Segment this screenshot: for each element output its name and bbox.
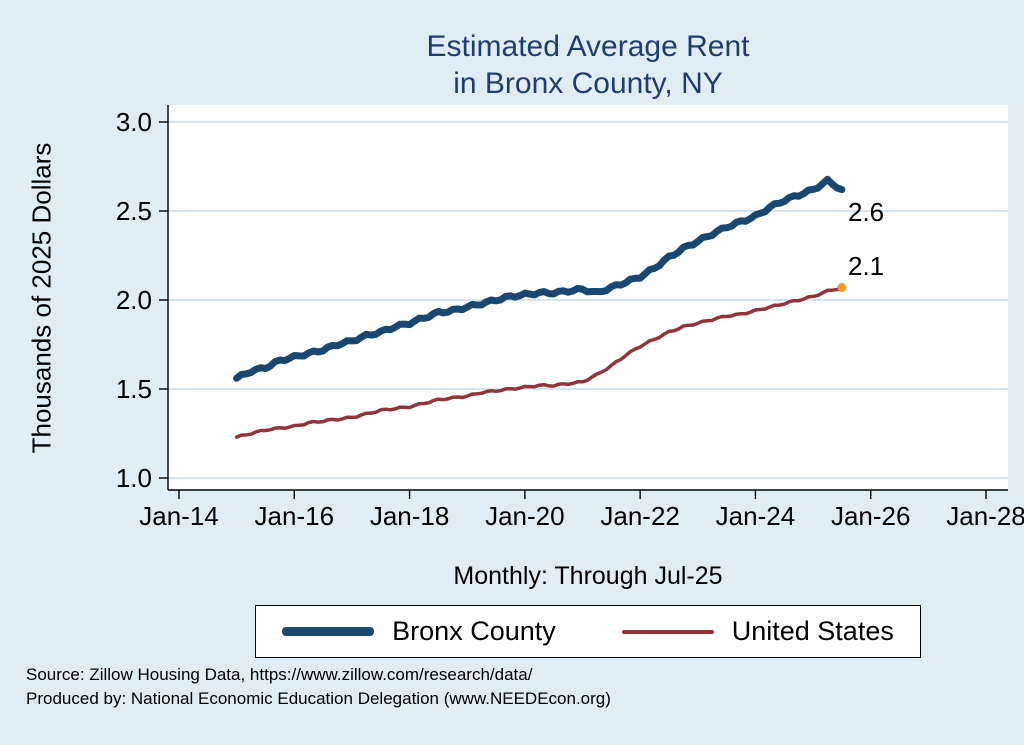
- legend-label-bronx: Bronx County: [392, 616, 556, 646]
- y-tick-label: 1.0: [116, 463, 152, 493]
- legend-box: Bronx County United States: [255, 605, 921, 658]
- chart-title-line1: Estimated Average Rent: [426, 30, 750, 63]
- series-line-bronx: [233, 175, 846, 382]
- x-tick-label: Jan-18: [370, 501, 450, 531]
- chart-note: Monthly: Through Jul-25: [453, 562, 723, 590]
- x-tick-label: Jan-24: [716, 501, 796, 531]
- x-tick-label: Jan-20: [485, 501, 565, 531]
- x-tick-label: Jan-16: [255, 501, 335, 531]
- x-tick-label: Jan-28: [946, 501, 1024, 531]
- legend-label-us: United States: [731, 616, 894, 646]
- legend: Bronx County United States: [168, 605, 1008, 658]
- legend-line-us: [621, 629, 714, 634]
- y-tick-label: 1.5: [116, 374, 152, 404]
- source-line2: Produced by: National Economic Education…: [26, 689, 611, 708]
- source-note: Source: Zillow Housing Data, https://www…: [26, 663, 611, 711]
- end-marker-dot: [837, 283, 847, 293]
- chart-title-line2: in Bronx County, NY: [453, 67, 723, 100]
- source-line1: Source: Zillow Housing Data, https://www…: [26, 665, 533, 684]
- y-tick-label: 2.0: [116, 285, 152, 315]
- x-tick-label: Jan-26: [831, 501, 911, 531]
- end-label-us: 2.1: [848, 251, 885, 281]
- chart-title: Estimated Average Rent in Bronx County, …: [168, 28, 1008, 102]
- y-tick-label: 3.0: [116, 107, 152, 137]
- y-tick-label: 2.5: [116, 196, 152, 226]
- plot-area: [168, 105, 1008, 490]
- series-line-us: [234, 285, 844, 439]
- x-tick-label: Jan-22: [600, 501, 680, 531]
- end-label-bronx: 2.6: [848, 197, 885, 227]
- x-tick-label: Jan-14: [139, 501, 219, 531]
- legend-line-bronx: [282, 627, 375, 636]
